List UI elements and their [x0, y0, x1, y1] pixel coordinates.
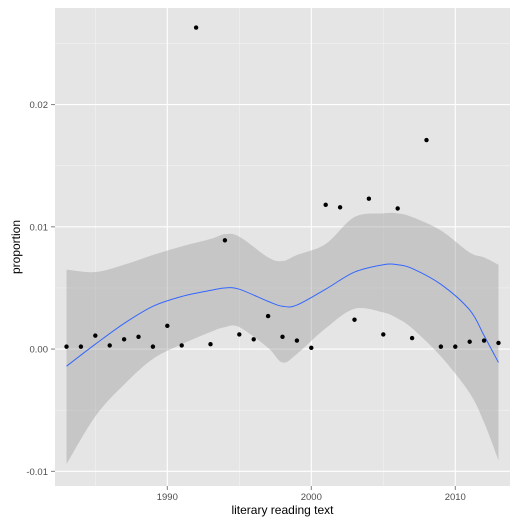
x-axis-ticks: 1990 2000 2010 — [157, 486, 466, 503]
data-points — [64, 25, 501, 351]
data-point — [237, 332, 242, 337]
data-point — [337, 205, 343, 210]
y-axis-ticks: -0.01 0.00 0.01 0.02 — [26, 100, 55, 478]
y-tick-label: -0.01 — [26, 467, 48, 478]
data-point — [309, 345, 314, 351]
data-point — [395, 206, 400, 211]
major-gridlines — [55, 8, 510, 486]
data-point — [280, 334, 285, 340]
data-point — [294, 338, 300, 343]
data-point — [78, 344, 84, 349]
y-tick-label: 0.02 — [30, 100, 49, 111]
data-point — [409, 335, 415, 341]
data-point — [424, 137, 429, 143]
data-point — [251, 337, 256, 342]
data-point — [222, 238, 228, 243]
data-point — [121, 337, 127, 342]
plot-panel — [55, 8, 510, 486]
data-point — [208, 341, 213, 347]
data-point — [438, 344, 444, 349]
data-point — [366, 196, 372, 201]
y-tick-label: 0.01 — [30, 222, 49, 233]
y-tick-label: 0.00 — [30, 345, 49, 356]
data-point — [136, 334, 141, 340]
data-point — [323, 202, 328, 208]
x-axis-title: literary reading text — [231, 503, 334, 517]
data-point — [150, 344, 156, 349]
data-point — [107, 343, 112, 348]
data-point — [165, 323, 170, 329]
data-point — [467, 339, 472, 344]
x-tick-label: 2000 — [301, 492, 322, 503]
data-point — [64, 344, 69, 349]
y-axis-title: proportion — [9, 220, 23, 274]
x-tick-label: 2010 — [445, 492, 466, 503]
data-point — [179, 343, 184, 348]
data-point — [93, 333, 98, 338]
data-point — [481, 338, 487, 343]
data-point — [193, 25, 199, 30]
data-point — [352, 317, 357, 322]
data-point — [496, 340, 501, 346]
data-point — [265, 313, 271, 319]
minor-gridlines — [55, 8, 510, 486]
smooth-trend-line — [66, 263, 499, 367]
x-tick-label: 1990 — [157, 492, 178, 503]
data-point — [453, 344, 458, 349]
data-point — [381, 332, 386, 337]
